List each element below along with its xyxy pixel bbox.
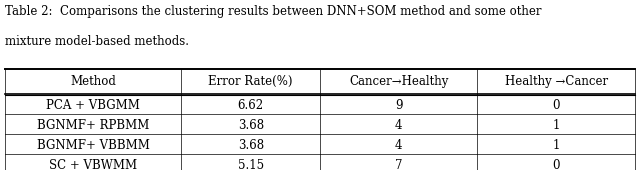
Text: Method: Method (70, 75, 116, 88)
Text: 5.15: 5.15 (237, 159, 264, 170)
Text: Error Rate(%): Error Rate(%) (209, 75, 293, 88)
Text: 3.68: 3.68 (237, 119, 264, 132)
Text: BGNMF+ RPBMM: BGNMF+ RPBMM (37, 119, 150, 132)
Text: PCA + VBGMM: PCA + VBGMM (46, 99, 140, 112)
Text: 1: 1 (552, 119, 560, 132)
Text: 7: 7 (395, 159, 403, 170)
Text: mixture model-based methods.: mixture model-based methods. (5, 35, 189, 48)
Text: 1: 1 (552, 139, 560, 152)
Text: Table 2:  Comparisons the clustering results between DNN+SOM method and some oth: Table 2: Comparisons the clustering resu… (5, 5, 541, 18)
Text: 4: 4 (395, 139, 403, 152)
Text: 0: 0 (552, 99, 560, 112)
Text: 3.68: 3.68 (237, 139, 264, 152)
Text: 0: 0 (552, 159, 560, 170)
Text: SC + VBWMM: SC + VBWMM (49, 159, 138, 170)
Text: BGNMF+ VBBMM: BGNMF+ VBBMM (37, 139, 150, 152)
Text: Healthy →Cancer: Healthy →Cancer (504, 75, 608, 88)
Text: 9: 9 (395, 99, 403, 112)
Text: Cancer→Healthy: Cancer→Healthy (349, 75, 449, 88)
Text: 4: 4 (395, 119, 403, 132)
Text: 6.62: 6.62 (237, 99, 264, 112)
